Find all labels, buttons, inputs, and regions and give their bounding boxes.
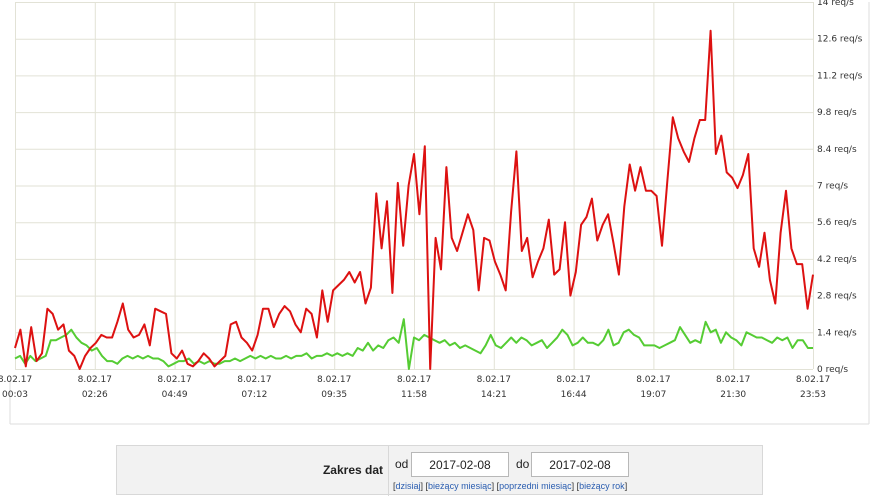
y-tick-label: 5.6 req/s <box>817 218 857 228</box>
x-tick-label-date: 8.02.17 <box>477 375 511 385</box>
x-tick-label-date: 8.02.17 <box>0 375 32 385</box>
x-tick-label-time: 19:07 <box>640 390 666 400</box>
traffic-chart: 0 req/s 1.4 req/s 2.8 req/s 4.2 req/s 5.6 re… <box>0 0 870 425</box>
x-tick-label-time: 07:12 <box>241 390 267 400</box>
y-tick-label: 9.8 req/s <box>817 108 857 118</box>
x-tick-label-date: 8.02.17 <box>636 375 670 385</box>
series-line-red <box>14 29 814 370</box>
x-tick-label-date: 8.02.17 <box>716 375 750 385</box>
x-tick-label-time: 23:53 <box>800 390 826 400</box>
link-current-month[interactable]: bieżący miesiąc <box>428 481 492 491</box>
y-tick-label: 4.2 req/s <box>817 255 857 265</box>
series-line-green <box>14 318 813 370</box>
link-current-year[interactable]: bieżący rok <box>579 481 625 491</box>
x-tick-label-date: 8.02.17 <box>78 375 112 385</box>
y-tick-label: 7 req/s <box>817 182 848 192</box>
from-word: od <box>395 457 409 471</box>
x-tick-label-time: 00:03 <box>2 390 28 400</box>
x-tick-label-time: 04:49 <box>162 390 188 400</box>
date-range-label: Zakres dat <box>322 463 383 477</box>
date-range-label-cell: Zakres dat <box>117 446 389 496</box>
quick-range-links: [dzisiaj] [bieżący miesiąc] [poprzedni m… <box>393 481 628 491</box>
y-tick-label: 12.6 req/s <box>817 35 863 45</box>
x-tick-label-date: 8.02.17 <box>317 375 351 385</box>
x-tick-label-time: 09:35 <box>321 390 347 400</box>
x-tick-label-time: 21:30 <box>720 390 746 400</box>
x-tick-label-date: 8.02.17 <box>556 375 590 385</box>
x-tick-label-time: 02:26 <box>82 390 108 400</box>
date-to-input[interactable] <box>531 452 629 477</box>
y-tick-label: 11.2 req/s <box>817 71 863 81</box>
y-tick-label: 0 req/s <box>817 365 848 375</box>
date-from-input[interactable] <box>411 452 509 477</box>
y-tick-label: 8.4 req/s <box>817 145 857 155</box>
y-tick-label: 2.8 req/s <box>817 292 857 302</box>
link-previous-month[interactable]: poprzedni miesiąc <box>499 481 572 491</box>
x-tick-label-date: 8.02.17 <box>796 375 830 385</box>
link-today[interactable]: dzisiaj <box>395 481 421 491</box>
x-tick-label-date: 8.02.17 <box>237 375 271 385</box>
to-word: do <box>516 457 530 471</box>
y-tick-label: 1.4 req/s <box>817 328 857 338</box>
x-tick-label-time: 14:21 <box>481 390 507 400</box>
x-tick-label-date: 8.02.17 <box>157 375 191 385</box>
chart-svg: 0 req/s 1.4 req/s 2.8 req/s 4.2 req/s 5.6 re… <box>0 0 870 425</box>
date-range-form: Zakres dat od do [dzisiaj] [bieżący mies… <box>116 445 763 496</box>
x-tick-label-time: 11:58 <box>401 390 427 400</box>
x-tick-label-date: 8.02.17 <box>397 375 431 385</box>
x-tick-label-time: 16:44 <box>561 390 587 400</box>
y-tick-label: 14 req/s <box>817 0 854 8</box>
